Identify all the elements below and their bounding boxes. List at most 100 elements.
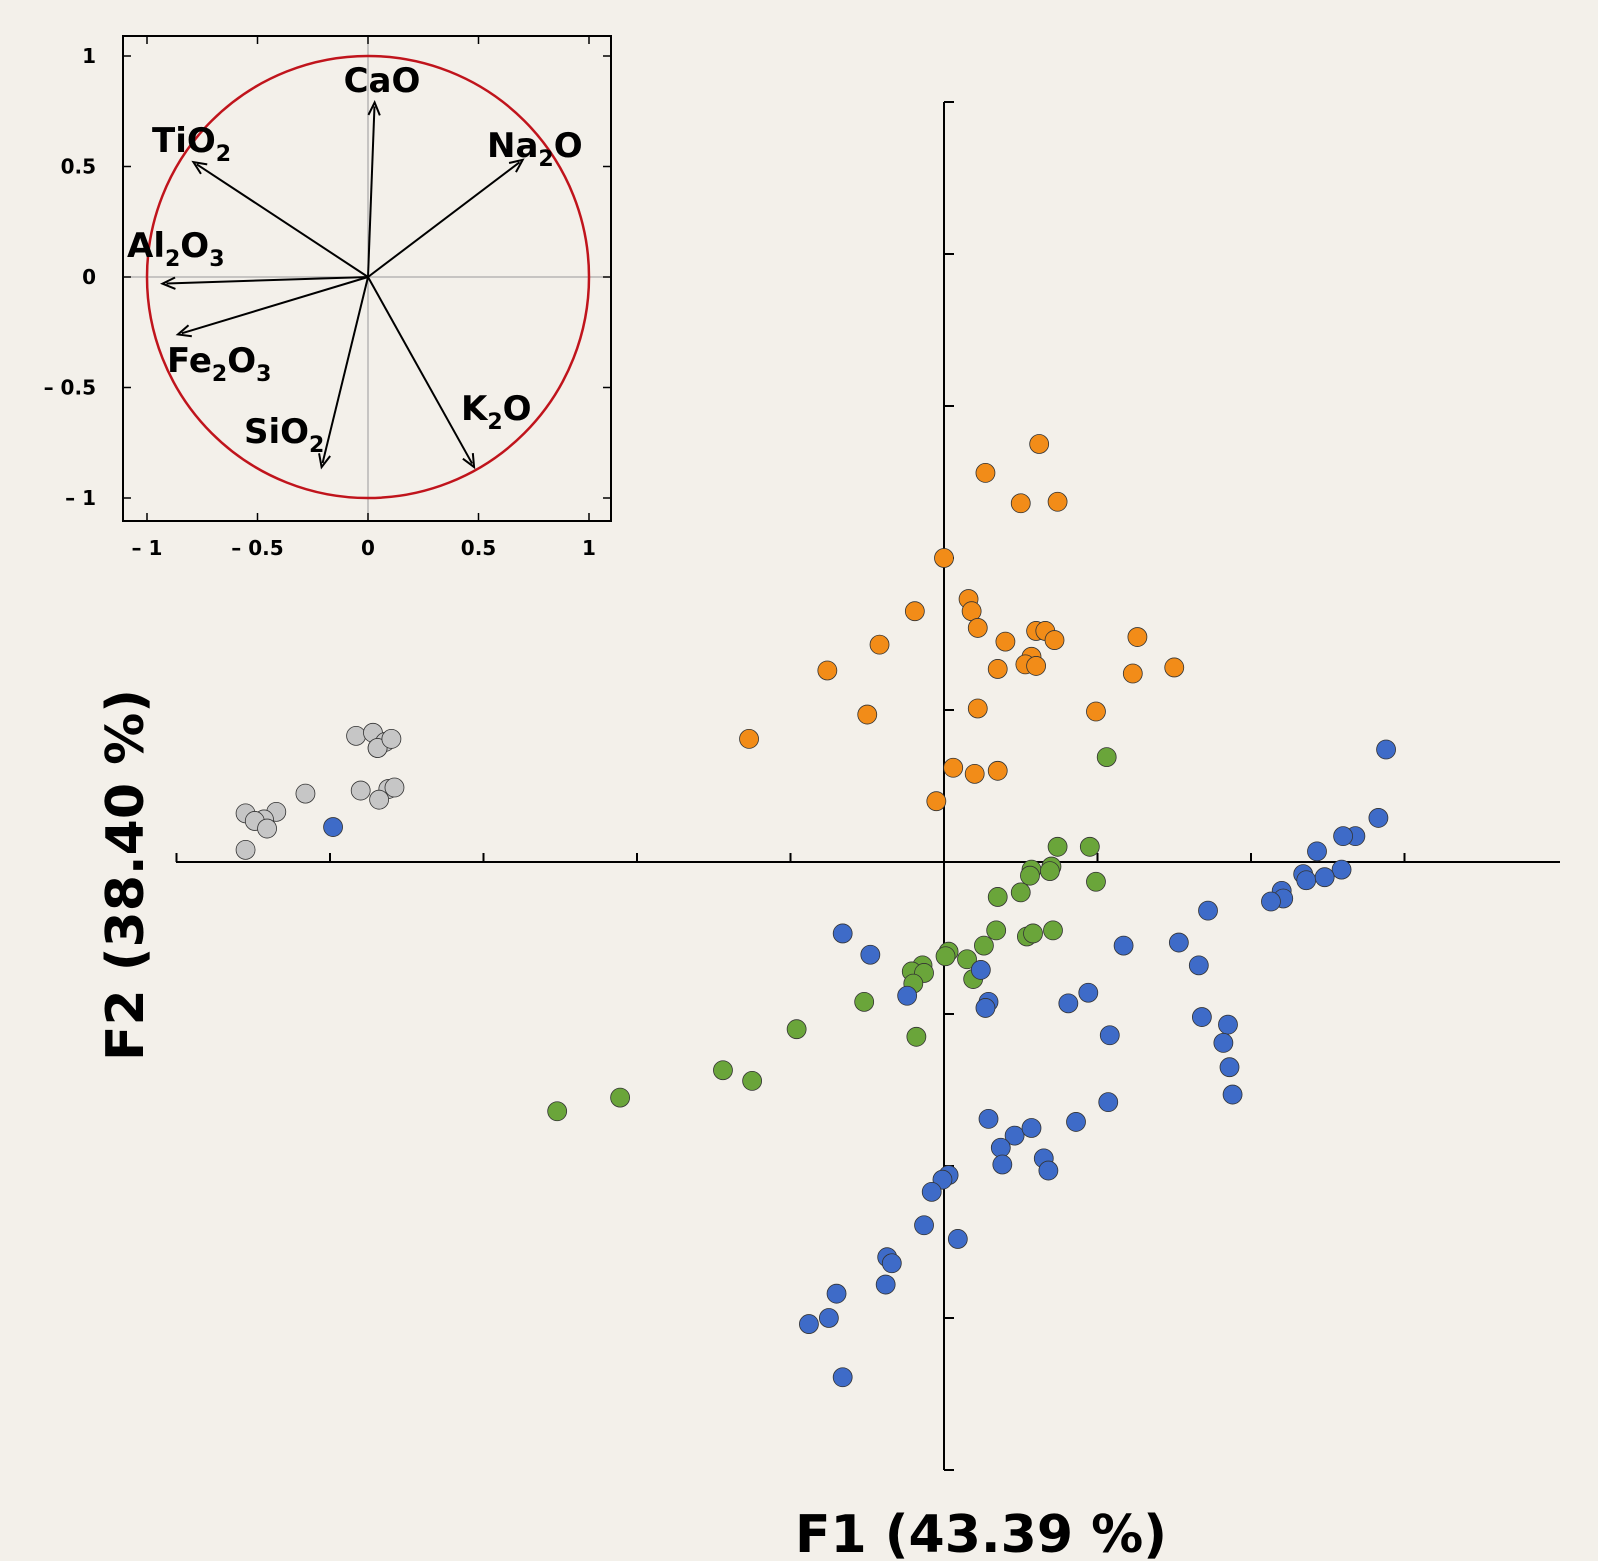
scatter-point <box>547 1101 568 1122</box>
scatter-point <box>869 634 890 655</box>
scatter-point <box>986 920 1007 941</box>
scatter-point <box>926 791 947 812</box>
vector-label: Na2O <box>487 126 583 172</box>
scatter-point <box>832 1367 853 1388</box>
scatter-point <box>860 944 881 965</box>
vector-label: Fe2O3 <box>167 341 271 387</box>
scatter-point <box>1218 1014 1238 1035</box>
inset-x-tick-label: 0.5 <box>461 536 496 560</box>
loading-vector <box>367 276 474 465</box>
inset-frame <box>122 35 612 522</box>
scatter-point <box>1038 1160 1059 1181</box>
scatter-point <box>990 1137 1011 1158</box>
scatter-point <box>967 618 988 638</box>
scatter-point <box>1314 867 1335 888</box>
vector-label: K2O <box>461 389 532 435</box>
scatter-point <box>1044 630 1065 650</box>
scatter-point <box>897 985 918 1006</box>
scatter-point <box>957 949 977 970</box>
y-axis-title: F2 (38.40 %) <box>96 689 156 1061</box>
scatter-point <box>987 659 1008 679</box>
scatter-point <box>1168 932 1189 953</box>
scatter-point <box>739 728 759 749</box>
scatter-point <box>1164 657 1185 678</box>
scatter-point <box>1099 1025 1120 1046</box>
vector-label: SiO2 <box>244 412 324 458</box>
scatter-point <box>384 777 405 798</box>
scatter-point <box>742 1070 763 1091</box>
scatter-point <box>857 704 878 725</box>
scatter-point <box>974 935 994 956</box>
inset-x-tick-label: – 0.5 <box>231 536 283 560</box>
scatter-point <box>987 887 1008 907</box>
scatter-point <box>1023 923 1043 944</box>
scatter-point <box>826 1283 847 1304</box>
scatter-point <box>967 698 988 719</box>
scatter-point <box>975 998 996 1018</box>
scatter-point <box>1198 900 1218 921</box>
scatter-point <box>1004 1125 1025 1146</box>
scatter-point <box>1127 627 1148 647</box>
scatter-point <box>875 1274 896 1295</box>
scatter-point <box>1333 826 1353 847</box>
scatter-point <box>1219 1057 1240 1078</box>
scatter-point <box>921 1181 942 1202</box>
vector-arrowhead <box>367 99 381 116</box>
scatter-point <box>799 1314 819 1334</box>
scatter-point <box>1043 920 1063 941</box>
scatter-point <box>904 601 925 622</box>
main-scatter-points <box>235 434 1396 1388</box>
scatter-point <box>346 725 366 746</box>
scatter-point <box>975 462 996 483</box>
scatter-point <box>367 738 388 758</box>
vector-arrowhead <box>318 453 331 470</box>
scatter-point <box>1307 841 1327 862</box>
scatter-point <box>854 991 875 1012</box>
scatter-point <box>1058 993 1079 1014</box>
scatter-point <box>1047 491 1068 512</box>
scatter-point <box>818 1308 839 1328</box>
scatter-point <box>1021 1118 1042 1138</box>
vector-arrowhead <box>191 160 208 175</box>
scatter-point <box>995 631 1016 652</box>
scatter-point <box>1113 935 1134 956</box>
loading-vector <box>196 163 369 278</box>
scatter-point <box>350 780 371 801</box>
vector-arrowhead <box>160 276 176 290</box>
x-axis-title: F1 (43.39 %) <box>795 1505 1167 1561</box>
scatter-point <box>323 817 343 837</box>
loading-vector <box>181 276 369 335</box>
scatter-point <box>1213 1032 1234 1053</box>
vector-label: Al2O3 <box>127 226 225 272</box>
scatter-point <box>964 763 985 784</box>
vector-arrowhead <box>462 453 476 470</box>
inset-x-tick-label: – 1 <box>132 536 163 560</box>
scatter-point <box>817 660 838 681</box>
scatter-point <box>881 1253 902 1274</box>
scatter-point <box>1047 836 1068 857</box>
scatter-point <box>1026 656 1046 676</box>
scatter-point <box>1368 808 1389 828</box>
scatter-point <box>1029 434 1050 454</box>
scatter-point <box>1010 882 1031 903</box>
vector-arrowhead <box>175 324 192 338</box>
scatter-point <box>970 960 991 980</box>
scatter-point <box>978 1108 999 1129</box>
scatter-point <box>381 728 402 749</box>
scatter-point <box>992 1154 1013 1175</box>
scatter-point <box>235 839 256 860</box>
inset-y-tick-label: 0 <box>82 265 96 289</box>
scatter-point <box>1188 955 1209 976</box>
vector-arrowhead <box>508 158 525 173</box>
inset-y-tick-label: – 1 <box>65 486 96 510</box>
scatter-point <box>295 783 316 804</box>
scatter-point <box>914 1215 934 1236</box>
vector-label: CaO <box>344 61 421 101</box>
scatter-point <box>1020 865 1040 886</box>
loading-vector <box>166 276 369 285</box>
scatter-point <box>934 548 954 568</box>
scatter-point <box>369 789 390 810</box>
scatter-point <box>1376 739 1396 760</box>
vector-label: TiO2 <box>152 121 231 167</box>
